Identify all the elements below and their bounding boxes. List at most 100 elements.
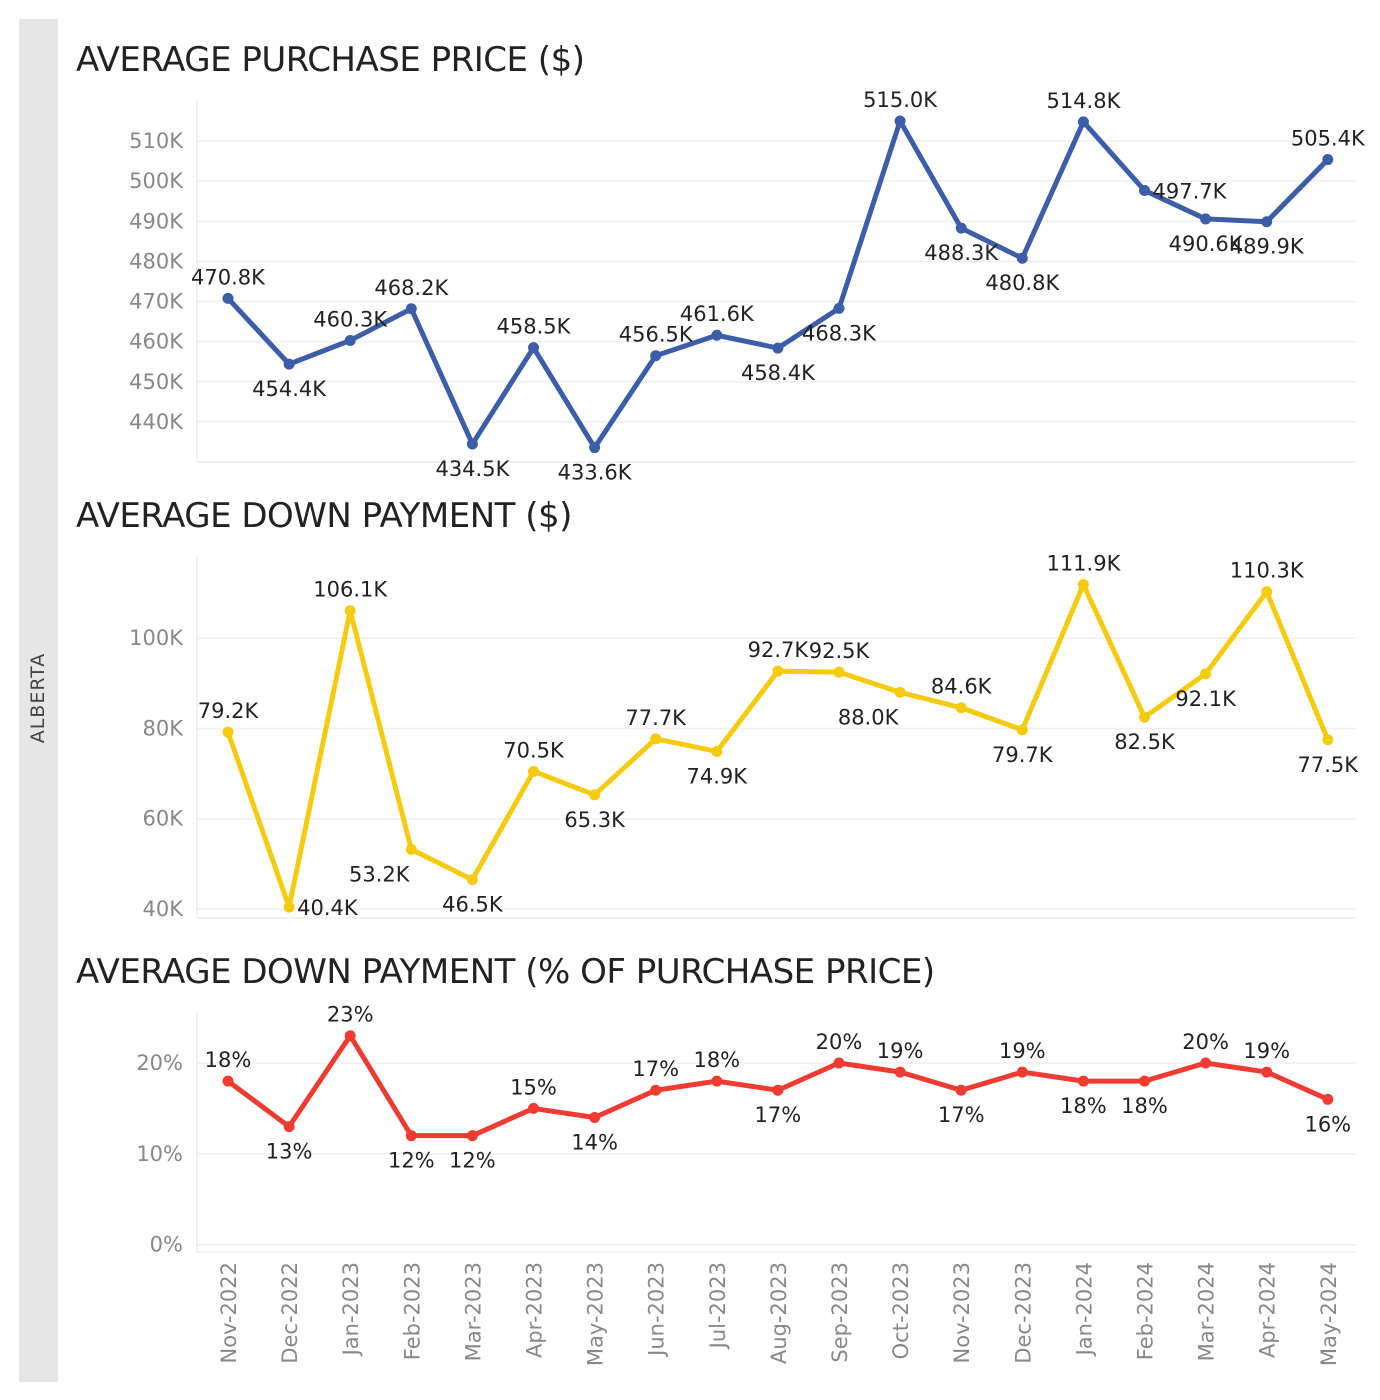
chart0-data-point <box>222 292 234 304</box>
x-tick-label: Feb-2023 <box>400 1262 424 1360</box>
chart1-data-point <box>405 843 417 855</box>
x-tick-label: Apr-2024 <box>1256 1262 1280 1358</box>
chart1-data-label: 40.4K <box>297 896 359 920</box>
chart0-data-label: 468.2K <box>374 276 449 300</box>
x-tick-label: Mar-2023 <box>461 1262 485 1361</box>
chart1-data-label: 46.5K <box>442 893 504 917</box>
chart0-data-label: 460.3K <box>313 307 388 331</box>
chart2-data-label: 15% <box>510 1075 557 1099</box>
chart1-data-point <box>1077 579 1089 591</box>
chart2-y-tick-label: 20% <box>136 1051 183 1075</box>
chart2-data-point <box>1200 1057 1212 1069</box>
chart1-data-point <box>344 605 356 617</box>
chart2-data-label: 20% <box>816 1030 863 1054</box>
chart0-data-point <box>1322 154 1334 166</box>
chart1-y-tick-label: 40K <box>143 897 185 921</box>
chart0-data-label: 458.5K <box>497 315 572 339</box>
x-tick-label: Feb-2024 <box>1134 1262 1158 1360</box>
chart0-data-point <box>894 115 906 127</box>
chart1-data-point <box>222 726 234 738</box>
chart0-data-label: 458.4K <box>741 361 816 385</box>
chart2-data-point <box>894 1066 906 1078</box>
chart0-data-point <box>1139 184 1150 196</box>
chart0-data-point <box>711 329 723 341</box>
x-tick-label: Jul-2023 <box>706 1262 730 1350</box>
chart0-data-point <box>283 358 295 370</box>
x-tick-label: Oct-2023 <box>889 1262 913 1359</box>
chart2-data-label: 20% <box>1182 1030 1229 1054</box>
x-tick-label: May-2024 <box>1317 1262 1341 1366</box>
chart2-data-label: 18% <box>693 1048 740 1072</box>
chart0-data-label: 433.6K <box>558 461 633 485</box>
chart2-data-label: 12% <box>388 1149 435 1173</box>
chart0-data-label: 488.3K <box>924 241 999 265</box>
chart0-data-point <box>466 438 478 450</box>
chart2-data-point <box>650 1084 662 1096</box>
chart1-data-label: 82.5K <box>1114 730 1176 754</box>
chart0-y-tick-label: 480K <box>129 249 184 273</box>
chart2-data-point <box>405 1130 417 1142</box>
chart0-data-label: 490.6K <box>1169 232 1244 256</box>
chart2-data-point <box>344 1030 356 1042</box>
chart1-y-tick-label: 60K <box>143 807 185 831</box>
chart0-data-label: 489.9K <box>1230 235 1305 259</box>
chart0-data-point <box>1077 116 1089 128</box>
chart0-data-label: 468.3K <box>802 321 877 345</box>
chart0-y-tick-label: 500K <box>129 169 184 193</box>
chart0-data-label: 461.6K <box>680 302 755 326</box>
x-tick-label: Nov-2023 <box>950 1262 974 1363</box>
chart1-data-point <box>1261 586 1273 598</box>
chart2-data-point <box>1322 1093 1334 1105</box>
region-strip <box>19 19 58 1382</box>
chart1-data-point <box>1016 724 1028 736</box>
chart2-data-label: 18% <box>1121 1094 1168 1118</box>
chart1-data-point <box>283 901 295 913</box>
down-payment-pct-title: AVERAGE DOWN PAYMENT (% OF PURCHASE PRIC… <box>76 952 935 992</box>
chart1-data-label: 92.5K <box>809 639 871 663</box>
chart2-data-point <box>1139 1075 1150 1087</box>
chart2-data-label: 14% <box>571 1131 618 1155</box>
chart0-data-label: 434.5K <box>435 457 510 481</box>
chart1-data-point <box>1322 734 1334 746</box>
chart1-data-point <box>711 745 723 757</box>
chart0-y-tick-label: 440K <box>129 410 184 434</box>
chart2-data-label: 19% <box>999 1039 1046 1063</box>
x-tick-label: Apr-2023 <box>523 1262 547 1358</box>
chart1-data-point <box>955 702 967 714</box>
chart1-data-label: 110.3K <box>1230 559 1305 583</box>
down-payment-title: AVERAGE DOWN PAYMENT ($) <box>76 496 572 536</box>
x-tick-label: Sep-2023 <box>828 1262 852 1363</box>
x-tick-label: Aug-2023 <box>767 1262 791 1364</box>
chart2-data-point <box>955 1084 967 1096</box>
chart1-data-label: 84.6K <box>931 675 993 699</box>
chart1-data-point <box>466 874 478 886</box>
chart0-data-point <box>528 342 539 354</box>
chart2-data-label: 18% <box>205 1048 252 1072</box>
chart0-data-label: 515.0K <box>863 88 938 112</box>
chart2-data-label: 13% <box>266 1140 313 1164</box>
chart0-data-point <box>650 350 662 362</box>
x-tick-label: Dec-2023 <box>1011 1262 1035 1364</box>
chart2-y-tick-label: 0% <box>150 1233 183 1257</box>
chart2-data-label: 19% <box>1243 1039 1290 1063</box>
chart2-data-label: 12% <box>449 1149 496 1173</box>
chart1-data-point <box>833 666 845 678</box>
chart0-data-label: 514.8K <box>1046 89 1121 113</box>
chart0-y-tick-label: 470K <box>129 290 184 314</box>
chart0-data-point <box>955 222 967 234</box>
chart2-data-label: 17% <box>632 1057 679 1081</box>
chart1-data-point <box>528 765 539 777</box>
chart1-data-point <box>772 665 784 677</box>
chart2-data-point <box>1261 1066 1273 1078</box>
chart0-data-point <box>344 334 356 346</box>
chart2-data-label: 23% <box>327 1003 374 1027</box>
chart0-data-label: 454.4K <box>252 377 327 401</box>
chart2-y-tick-label: 10% <box>136 1142 183 1166</box>
chart2-data-point <box>711 1075 723 1087</box>
chart1-data-label: 106.1K <box>313 578 388 602</box>
chart1-data-point <box>894 686 906 698</box>
chart1-data-label: 92.1K <box>1175 687 1237 711</box>
chart2-data-point <box>1077 1075 1089 1087</box>
chart2-data-point <box>466 1130 478 1142</box>
